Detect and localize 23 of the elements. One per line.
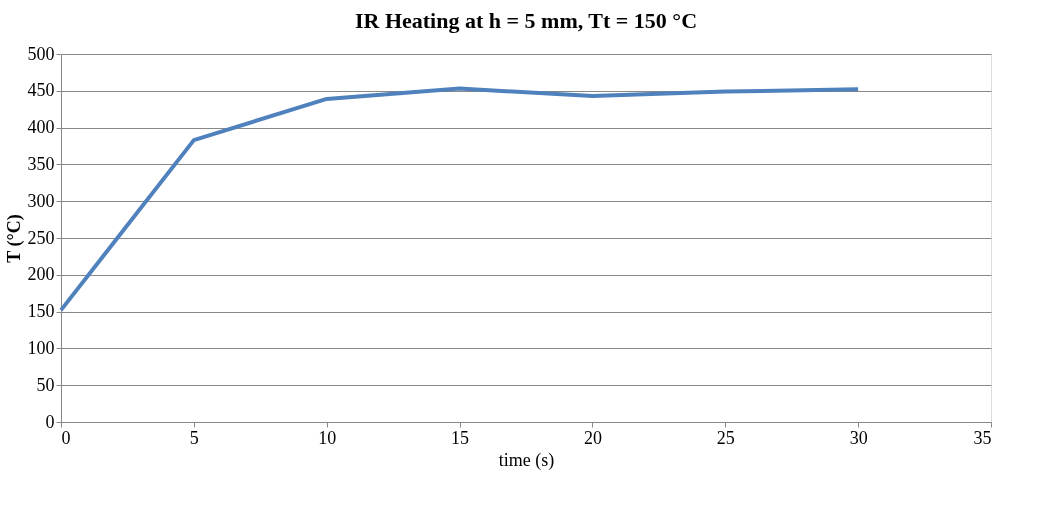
x-tick-label: 35 [973,427,992,448]
x-tick-label: 10 [318,427,337,448]
y-tick-label: 300 [27,190,55,211]
y-tick-label: 0 [45,411,55,432]
x-axis-title: time (s) [498,449,555,471]
x-tick-label: 30 [849,427,868,448]
y-tick-label: 400 [27,117,55,138]
x-tick-label: 20 [583,427,602,448]
y-tick-label: 450 [27,80,55,101]
y-tick-label: 50 [36,374,55,395]
x-tick-label: 5 [189,427,199,448]
x-tick-label: 0 [61,427,71,448]
y-tick-label: 250 [27,227,55,248]
line-series [59,86,861,313]
y-tick-label: 350 [27,153,55,174]
x-tick-label: 15 [451,427,470,448]
y-tick-label: 100 [27,337,55,358]
chart-title: IR Heating at h = 5 mm, Tt = 150 °C [354,8,698,33]
y-tick-label: 200 [27,264,55,285]
y-tick-label: 500 [27,43,55,64]
y-tick-label: 150 [27,301,55,322]
x-tick-label: 25 [716,427,735,448]
y-axis-title: T (°C) [3,214,25,263]
